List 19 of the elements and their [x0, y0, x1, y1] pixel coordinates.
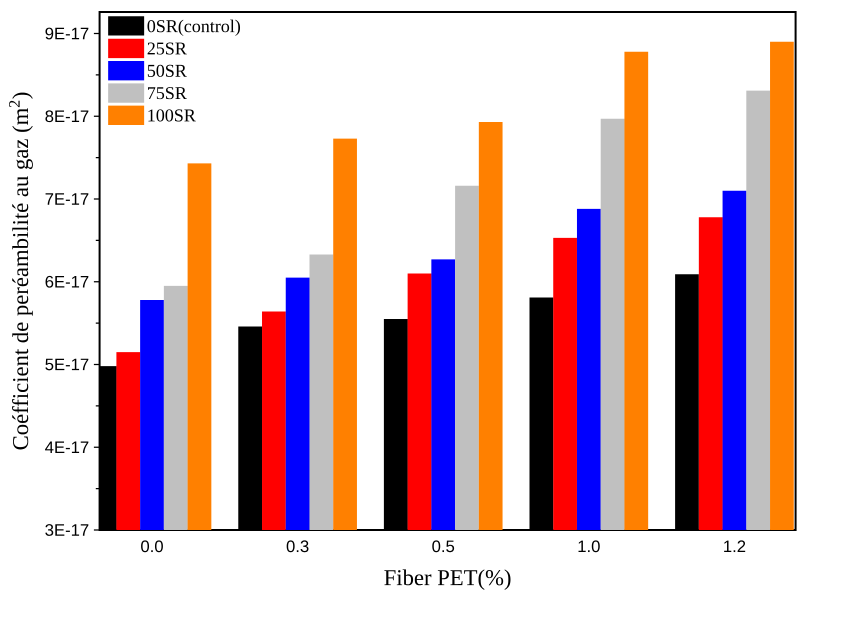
legend-label: 75SR [148, 87, 187, 100]
y-tick-label: 7E-17 [46, 193, 88, 205]
legend-label: 100SR [148, 109, 196, 122]
y-tick-label: 3E-17 [45, 524, 88, 536]
x-tick-label: 0.0 [141, 540, 163, 552]
x-axis-title: Fiber PET(%) [384, 569, 510, 590]
y-tick-label: 9E-17 [45, 28, 88, 40]
legend-label: 0SR(control) [148, 20, 240, 36]
x-tick-label: 1.0 [578, 540, 600, 552]
y-tick-label: 4E-17 [45, 442, 88, 453]
y-tick-label: 5E-17 [45, 358, 88, 370]
y-tick-label: 6E-17 [46, 276, 88, 288]
legend-label: 25SR [148, 42, 187, 55]
y-axis-title: Coéfficient de peréambilité au gaz (m$^{2}$) [9, 92, 33, 450]
legend-label: 50SR [148, 64, 187, 77]
x-tick-label: 0.3 [286, 540, 308, 552]
x-tick-label: 0.5 [432, 540, 454, 552]
y-tick-label: 8E-17 [45, 110, 88, 122]
x-tick-label: 1.2 [724, 540, 746, 552]
